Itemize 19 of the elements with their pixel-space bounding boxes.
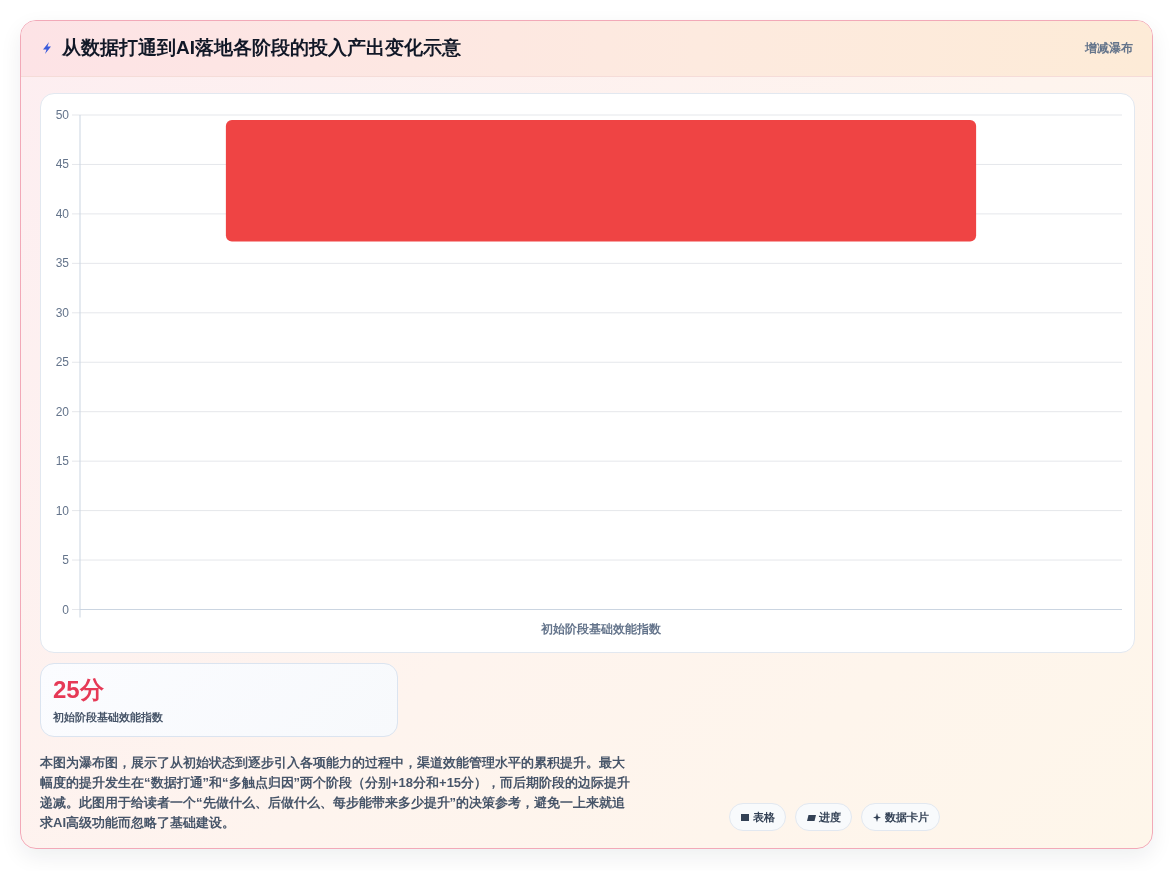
y-tick-label: 30 — [55, 305, 70, 320]
y-tick-label: 40 — [55, 206, 70, 221]
y-tick-label: 20 — [55, 404, 70, 419]
y-tick-label: 5 — [62, 553, 70, 568]
text: 本图为瀑布图，展示了从初始状态到逐步引入各项能力的过程中，渠道效能管理水平的累积提升。最大幅度的提升发生在“数据打通”和“多触点归因”两个阶段（分别+18分和+15分），而后期阶段的边际提升递减。此图用于给读者一个“先做什么、后做什么、每步能带来多少提升”的决策参考，避免一上来就追求AI高级功能而忽略了基础建设。 — [40, 754, 632, 832]
y-tick-label: 15 — [55, 454, 70, 469]
text: 数据卡片 — [885, 809, 929, 825]
text: 25分 — [53, 675, 104, 705]
y-tick-label: 50 — [55, 108, 70, 122]
text: 初始阶段基础效能指数 — [53, 710, 163, 725]
text: 表格 — [753, 809, 775, 825]
y-tick-label: 35 — [55, 256, 70, 271]
y-tick-label: 25 — [55, 355, 70, 370]
chart-title: 从数据打通到AI落地各阶段的投入产出变化示意 — [62, 36, 461, 60]
y-tick-label: 0 — [62, 602, 70, 617]
chart-subtitle: 增减瀑布 — [1085, 40, 1133, 57]
text: 进度 — [819, 809, 841, 825]
y-tick-label: 45 — [55, 157, 70, 172]
y-tick-label: 10 — [55, 503, 70, 518]
